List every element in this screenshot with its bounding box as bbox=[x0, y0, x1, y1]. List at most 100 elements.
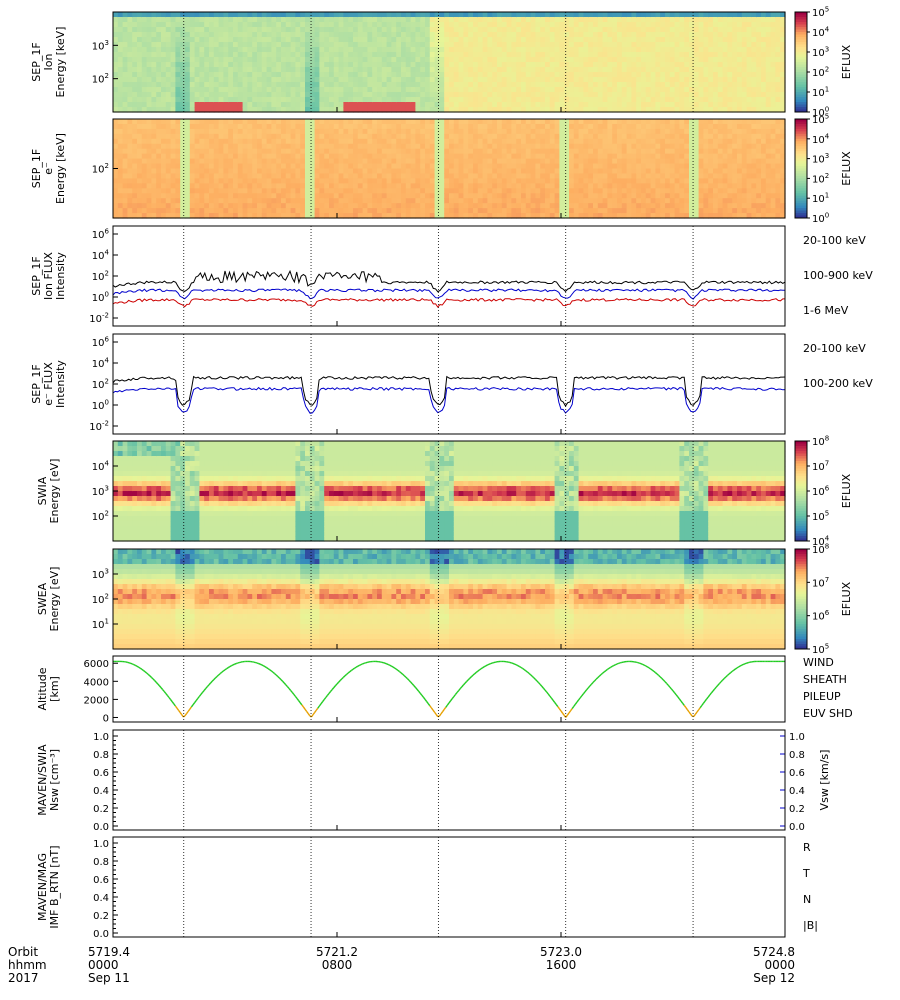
heatmap-cell bbox=[569, 208, 575, 214]
heatmap-cell bbox=[300, 123, 306, 130]
heatmap-cell bbox=[252, 128, 258, 135]
heatmap-cell bbox=[573, 203, 580, 209]
heatmap-cell bbox=[429, 82, 436, 88]
heatmap-cell bbox=[122, 92, 128, 98]
heatmap-cell bbox=[300, 198, 306, 204]
heatmap-cell bbox=[396, 143, 402, 150]
heatmap-cell bbox=[593, 208, 599, 214]
heatmap-cell bbox=[319, 32, 325, 38]
heatmap-cell bbox=[645, 77, 652, 83]
heatmap-cell bbox=[372, 119, 378, 125]
heatmap-cell bbox=[377, 208, 383, 214]
heatmap-cell bbox=[228, 17, 234, 23]
heatmap-cell bbox=[165, 37, 172, 43]
heatmap-cell bbox=[578, 133, 584, 140]
heatmap-cell bbox=[324, 193, 330, 199]
heatmap-cell bbox=[295, 173, 301, 179]
heatmap-cell bbox=[698, 92, 704, 98]
heatmap-cell bbox=[367, 168, 373, 175]
heatmap-cell bbox=[353, 107, 359, 113]
heatmap-cell bbox=[535, 183, 541, 189]
heatmap-cell bbox=[185, 27, 191, 33]
heatmap-cell bbox=[559, 198, 565, 204]
heatmap-cell bbox=[674, 77, 680, 83]
heatmap-cell bbox=[242, 119, 248, 125]
heatmap-cell bbox=[540, 92, 546, 98]
heatmap-cell bbox=[713, 22, 719, 28]
heatmap-cell bbox=[583, 52, 589, 58]
heatmap-cell bbox=[593, 102, 599, 108]
heatmap-cell bbox=[146, 123, 152, 130]
heatmap-cell bbox=[372, 153, 378, 160]
heatmap-cell bbox=[117, 67, 124, 73]
heatmap-cell bbox=[338, 203, 344, 209]
heatmap-cell bbox=[137, 97, 143, 103]
heatmap-cell bbox=[554, 42, 560, 48]
heatmap-cell bbox=[396, 77, 402, 83]
heatmap-cell bbox=[122, 22, 128, 28]
heatmap-cell bbox=[444, 107, 450, 113]
heatmap-cell bbox=[444, 128, 450, 135]
heatmap-cell bbox=[621, 57, 628, 63]
heatmap-cell bbox=[333, 178, 340, 184]
heatmap-cell bbox=[353, 47, 359, 53]
heatmap-cell bbox=[362, 133, 368, 140]
heatmap-cell bbox=[137, 158, 143, 165]
heatmap-cell bbox=[655, 32, 661, 38]
heatmap-cell bbox=[242, 22, 248, 28]
heatmap-cell bbox=[434, 102, 440, 108]
heatmap-cell bbox=[737, 82, 743, 88]
heatmap-cell bbox=[530, 163, 536, 170]
heatmap-cell bbox=[276, 67, 282, 73]
heatmap-cell bbox=[314, 22, 320, 28]
heatmap-cell bbox=[170, 133, 176, 140]
heatmap-cell bbox=[396, 133, 402, 140]
heatmap-cell bbox=[578, 178, 584, 184]
heatmap-cell bbox=[506, 178, 512, 184]
heatmap-cell bbox=[146, 203, 152, 209]
heatmap-cell bbox=[161, 153, 167, 160]
heatmap-cell bbox=[530, 62, 536, 68]
heatmap-cell bbox=[170, 42, 176, 48]
heatmap-cell bbox=[770, 107, 776, 113]
heatmap-cell bbox=[578, 138, 584, 145]
heatmap-cell bbox=[386, 183, 392, 189]
heatmap-cell bbox=[717, 22, 724, 28]
heatmap-cell bbox=[189, 12, 196, 18]
heatmap-cell bbox=[573, 138, 580, 145]
heatmap-cell bbox=[780, 72, 786, 78]
heatmap-cell bbox=[674, 12, 680, 18]
colorbar-tick-label: 101 bbox=[812, 86, 829, 100]
heatmap-cell bbox=[737, 102, 743, 108]
heatmap-cell bbox=[161, 97, 167, 103]
heatmap-cell bbox=[506, 168, 512, 175]
heatmap-cell bbox=[516, 32, 522, 38]
heatmap-cell bbox=[122, 87, 128, 93]
heatmap-cell bbox=[693, 52, 700, 58]
heatmap-cell bbox=[468, 119, 474, 125]
heatmap-cell bbox=[770, 72, 776, 78]
heatmap-cell bbox=[151, 143, 157, 150]
heatmap-cell bbox=[468, 193, 474, 199]
heatmap-cell bbox=[602, 102, 608, 108]
heatmap-cell bbox=[319, 203, 325, 209]
heatmap-cell bbox=[333, 168, 340, 175]
heatmap-cell bbox=[343, 37, 349, 43]
heatmap-cell bbox=[482, 32, 488, 38]
heatmap-cell bbox=[626, 67, 632, 73]
heatmap-cell bbox=[516, 163, 522, 170]
heatmap-cell bbox=[482, 153, 488, 160]
heatmap-cell bbox=[516, 42, 522, 48]
heatmap-cell bbox=[453, 153, 460, 160]
heatmap-cell bbox=[497, 128, 503, 135]
colorbar-segment bbox=[795, 39, 807, 43]
heatmap-cell bbox=[425, 168, 431, 175]
heatmap-cell bbox=[612, 203, 618, 209]
heatmap-cell bbox=[228, 208, 234, 214]
heatmap-cell bbox=[684, 32, 690, 38]
heatmap-cell bbox=[396, 198, 402, 204]
heatmap-cell bbox=[540, 82, 546, 88]
sep-ion-ylabel-1: Ion bbox=[42, 54, 55, 71]
heatmap-cell bbox=[305, 193, 311, 199]
heatmap-cell bbox=[588, 57, 594, 63]
